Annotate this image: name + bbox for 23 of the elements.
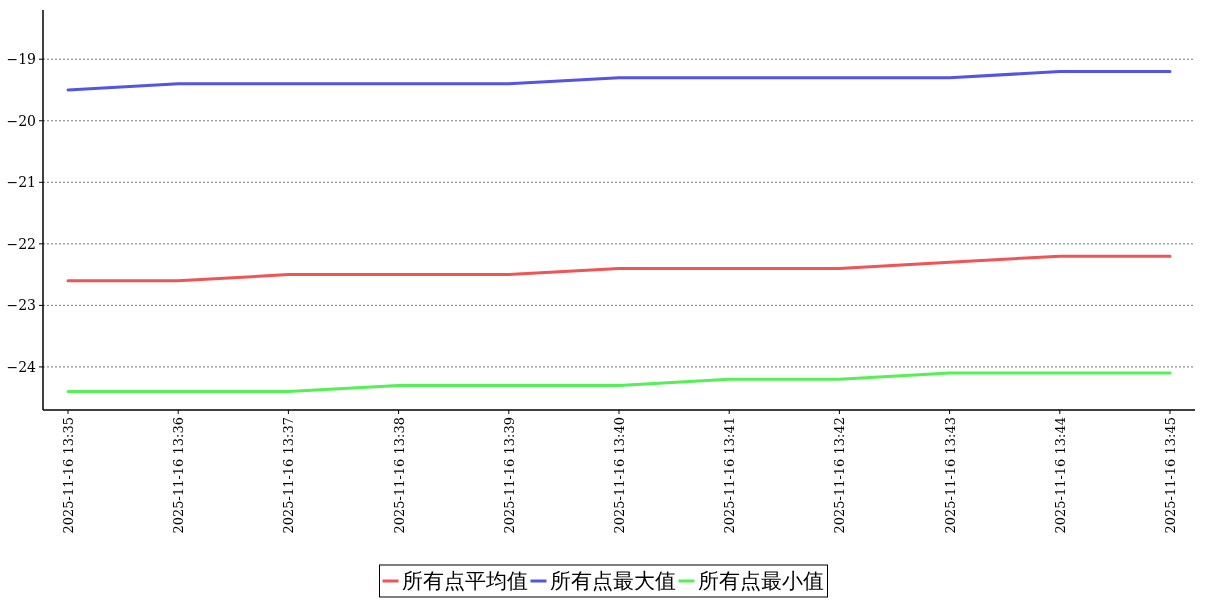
legend-label: 所有点最小值 [697, 569, 824, 593]
x-tick-label: 2025-11-16 13:40 [612, 417, 627, 534]
x-tick-label: 2025-11-16 13:36 [171, 417, 187, 534]
x-tick-label: 2025-11-16 13:43 [942, 417, 958, 534]
line-series [66, 371, 1172, 394]
x-tick-label: 2025-11-16 13:37 [281, 417, 297, 534]
y-tick-label: −22 [6, 235, 36, 252]
x-tick-label: 2025-11-16 13:44 [1052, 417, 1068, 534]
x-tick-label: 2025-11-16 13:38 [391, 417, 407, 534]
y-tick-label: −23 [6, 297, 36, 314]
x-tick-label: 2025-11-16 13:41 [722, 417, 738, 534]
y-tick-label: −21 [6, 174, 36, 191]
x-tick-label: 2025-11-16 13:35 [61, 417, 76, 534]
x-tick-label: 2025-11-16 13:39 [501, 417, 517, 534]
legend-label: 所有点最大值 [549, 569, 676, 593]
y-tick-label: −20 [6, 112, 36, 129]
x-tick-label: 2025-11-16 13:45 [1163, 417, 1178, 534]
legend-label: 所有点平均值 [401, 569, 528, 593]
y-tick-label: −24 [6, 358, 37, 375]
line-series [66, 254, 1172, 283]
x-tick-label: 2025-11-16 13:42 [832, 417, 848, 534]
y-tick-label: −19 [6, 51, 36, 68]
line-series [66, 70, 1172, 92]
